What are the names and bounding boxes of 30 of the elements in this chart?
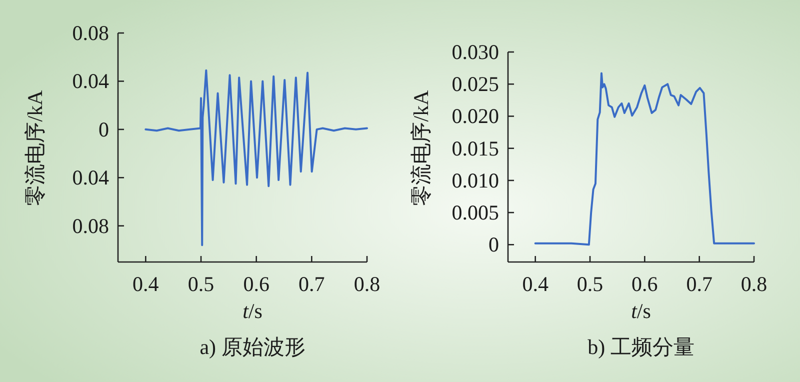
y-tick-label: 0.025 <box>452 72 499 96</box>
x-axis-title: t/s <box>631 299 651 323</box>
x-tick-label: 0.5 <box>188 272 214 296</box>
line-series <box>534 72 755 246</box>
x-tick-label: 0.7 <box>686 272 712 296</box>
y-tick-label: 0.030 <box>452 40 499 64</box>
x-tick-label: 0.4 <box>522 272 549 296</box>
x-tick-label: 0.4 <box>132 272 160 296</box>
x-tick-label: 0.6 <box>632 272 658 296</box>
y-tick-label: 0.08 <box>72 214 109 238</box>
y-tick-label: 0.020 <box>452 104 499 128</box>
y-tick-label: 0.015 <box>452 136 499 160</box>
x-axis-title: t/s <box>242 299 262 323</box>
x-tick-label: 0.8 <box>740 272 768 296</box>
x-tick-label: 0.5 <box>576 272 604 296</box>
y-tick-label: 0.04 <box>72 166 110 190</box>
y-axis-title: 零流电序/kA <box>409 89 433 206</box>
y-tick-label: 0 <box>488 232 499 257</box>
text: b) 工频分量 <box>588 335 694 359</box>
y-tick-label: 0.04 <box>72 69 110 94</box>
y-tick-label: 0.005 <box>452 200 499 225</box>
x-tick-label: 0.6 <box>243 272 270 296</box>
y-tick-label: 0.010 <box>452 168 499 192</box>
line-series <box>144 69 368 246</box>
x-tick-label: 0.7 <box>298 272 325 296</box>
y-tick-label: 0.08 <box>72 21 109 45</box>
text: a) 原始波形 <box>200 335 306 359</box>
y-axis-title: 零流电序/kA <box>23 89 47 206</box>
x-tick-label: 0.8 <box>354 272 380 296</box>
y-tick-label: 0 <box>98 117 109 142</box>
